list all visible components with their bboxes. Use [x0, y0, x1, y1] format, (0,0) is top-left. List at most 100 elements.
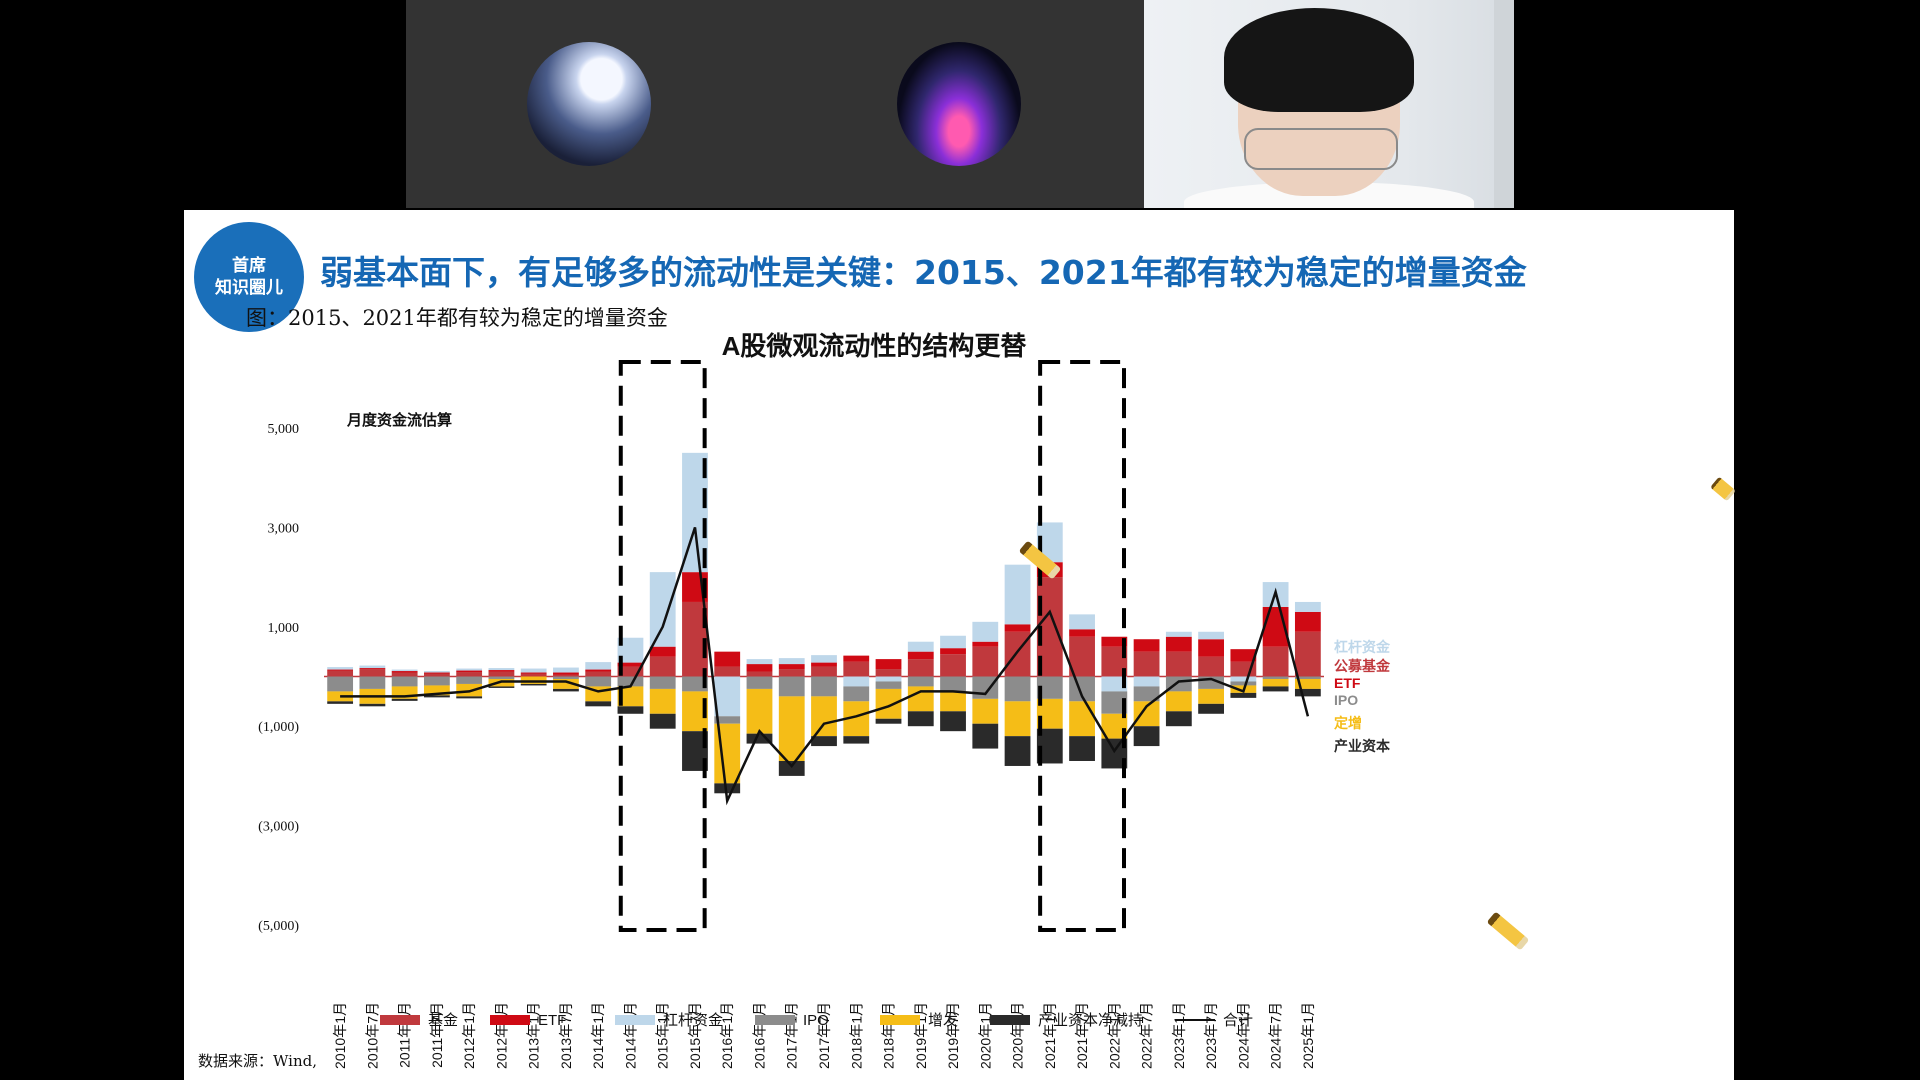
legend-label: 合计 [1223, 1012, 1253, 1029]
bar-segment [585, 671, 612, 677]
bar-segment [456, 696, 483, 699]
y-tick-label: 5,000 [268, 422, 300, 437]
bar-segment [1069, 636, 1095, 677]
bar-segment [553, 674, 579, 677]
bar-segment [1133, 686, 1160, 702]
bar-segment [327, 701, 354, 704]
legend-swatch [755, 1015, 795, 1025]
bar-segment [940, 711, 966, 732]
bar-segment [811, 736, 837, 747]
bar-segment [456, 670, 483, 673]
bar-segment [1262, 676, 1289, 679]
bar-segment [520, 683, 547, 686]
x-tick-label: 2019年1月 [913, 1002, 929, 1069]
bar-segment [617, 676, 644, 687]
bar-segment [940, 676, 966, 692]
x-tick-label: 2014年7月 [622, 1002, 638, 1069]
bar-segment [940, 654, 966, 677]
bar-segment [553, 672, 579, 675]
bar-segment [875, 669, 902, 677]
bar-segment [553, 676, 579, 679]
x-tick-label: 2020年1月 [977, 1002, 993, 1069]
bar-segment [391, 672, 418, 677]
bar-segment [424, 676, 450, 686]
bar-segment [359, 668, 386, 670]
badge-line-1: 首席 [232, 256, 266, 276]
bar-segment [714, 651, 741, 667]
bar-segment [424, 685, 450, 696]
bar-segment [972, 621, 999, 642]
webcam-feed[interactable] [1144, 0, 1514, 208]
bar-segment [1198, 656, 1224, 677]
bar-segment [875, 659, 902, 670]
bar-segment [1230, 681, 1257, 686]
bar-segment [649, 572, 676, 647]
bar-segment [714, 783, 741, 794]
bar-segment [391, 698, 418, 701]
bar-segment [391, 669, 418, 672]
bar-segment [424, 673, 450, 677]
bar-segment [649, 688, 676, 714]
bar-segment [585, 701, 612, 707]
y-tick-label: 3,000 [268, 521, 300, 536]
bar-segment [391, 671, 418, 673]
bar-segment [875, 688, 902, 719]
bar-segment [811, 666, 837, 677]
figure-caption: 图：2015、2021年都有较为稳定的增量资金 [246, 306, 668, 330]
bar-segment [553, 667, 579, 673]
bar-segment [1036, 676, 1063, 699]
bar-segment [811, 696, 837, 737]
x-tick-label: 2021年7月 [1074, 1002, 1090, 1069]
bar-segment [714, 676, 741, 717]
bar-segment [649, 676, 676, 689]
bar-segment [1198, 639, 1224, 657]
series-annotation: 产业资本 [1334, 738, 1391, 754]
y-tick-label: 1,000 [268, 621, 300, 636]
highlight-box [618, 360, 707, 932]
bar-segment [327, 670, 354, 677]
x-tick-label: 2024年1月 [1235, 1002, 1251, 1069]
chart-title: A股微观流动性的结构更替 [722, 331, 1027, 361]
bar-segment [327, 667, 354, 670]
bar-segment [746, 733, 773, 744]
bar-segment [1198, 631, 1224, 640]
participant-avatar-2[interactable] [897, 42, 1021, 166]
bar-segment [1294, 676, 1321, 679]
legend-label: 增发 [928, 1012, 958, 1029]
bar-segment [424, 671, 450, 673]
x-tick-label: 2011年1月 [397, 1002, 413, 1068]
bar-segment [617, 706, 644, 714]
bar-segment [359, 676, 386, 689]
bar-segment [1165, 631, 1192, 637]
legend-label: 产业资本净减持 [1038, 1012, 1143, 1029]
bar-segment [1101, 691, 1128, 714]
bar-segment [1101, 676, 1128, 692]
bar-segment [811, 676, 837, 697]
bar-segment [746, 676, 773, 689]
bar-segment [746, 671, 773, 677]
bar-segment [1004, 564, 1031, 625]
series-annotation: 杠杆资金 [1334, 639, 1391, 655]
x-tick-label: 2012年7月 [493, 1002, 509, 1069]
bar-segment [778, 696, 805, 761]
bar-segment [585, 669, 612, 672]
bar-segment [875, 676, 902, 682]
bar-segment [778, 760, 805, 776]
bar-segment [520, 672, 547, 674]
x-tick-label: 2017年7月 [816, 1002, 832, 1069]
bar-segment [1133, 651, 1160, 677]
y-tick-label: (1,000) [258, 720, 299, 735]
participant-avatar-1[interactable] [527, 42, 651, 166]
x-tick-label: 2010年7月 [364, 1002, 380, 1069]
bar-segment [359, 703, 386, 707]
background-door [1494, 0, 1514, 208]
bar-segment [907, 711, 934, 727]
bar-segment [488, 670, 515, 672]
legend-swatch [990, 1015, 1030, 1025]
bar-segment [391, 676, 418, 687]
x-tick-label: 2022年7月 [1139, 1002, 1155, 1069]
bar-segment [359, 669, 386, 677]
y-tick-label: (3,000) [258, 820, 299, 835]
legend-label: ETF [538, 1012, 566, 1029]
bar-segment [1069, 701, 1095, 737]
